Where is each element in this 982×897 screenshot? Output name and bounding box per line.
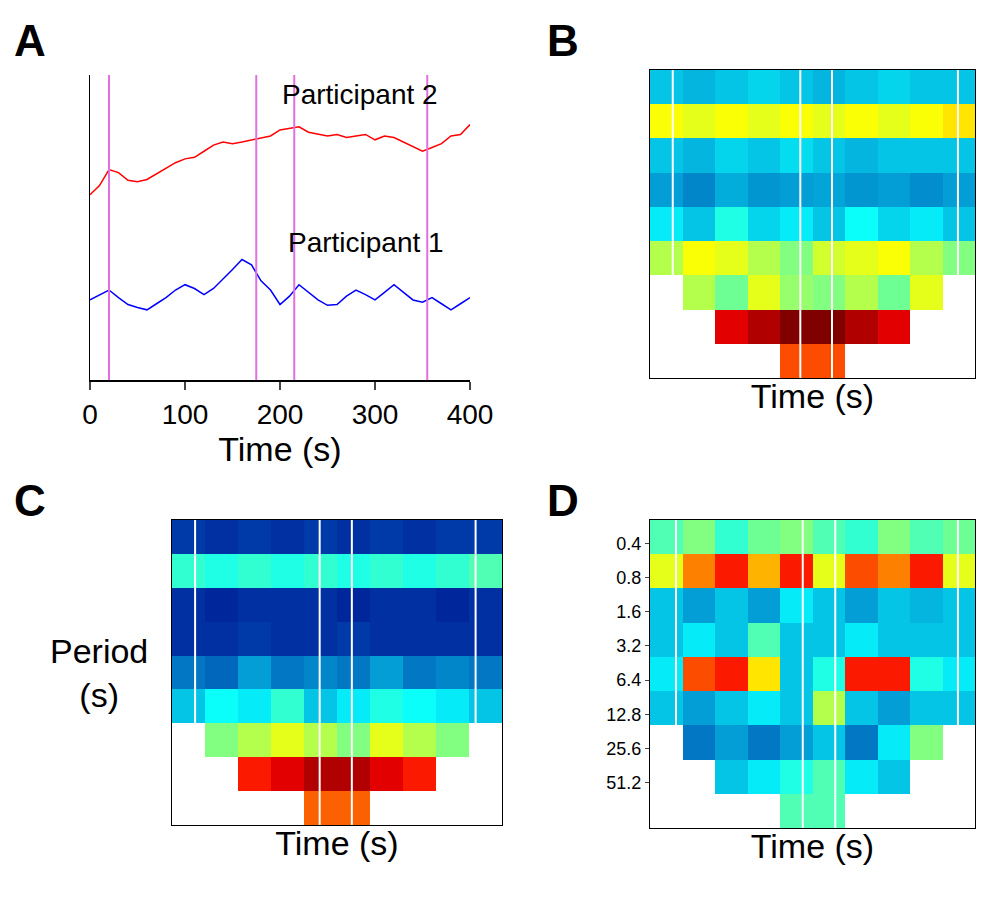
svg-text:3.2: 3.2 (616, 636, 641, 656)
svg-text:Time (s): Time (s) (218, 430, 341, 468)
svg-text:Participant 2: Participant 2 (282, 79, 438, 110)
svg-text:B: B (547, 16, 579, 65)
svg-text:400: 400 (447, 399, 494, 430)
svg-text:0: 0 (82, 399, 98, 430)
svg-text:6.4: 6.4 (616, 670, 641, 690)
svg-text:25.6: 25.6 (606, 739, 641, 759)
svg-text:51.2: 51.2 (606, 773, 641, 793)
svg-text:Participant 1: Participant 1 (288, 227, 444, 258)
svg-text:Time (s): Time (s) (751, 377, 874, 415)
svg-text:Time (s): Time (s) (275, 824, 398, 862)
svg-text:100: 100 (162, 399, 209, 430)
svg-text:12.8: 12.8 (606, 705, 641, 725)
svg-text:300: 300 (352, 399, 399, 430)
svg-text:0.4: 0.4 (616, 534, 641, 554)
svg-text:1.6: 1.6 (616, 602, 641, 622)
svg-text:C: C (14, 476, 46, 525)
svg-text:D: D (547, 476, 579, 525)
svg-text:Period(s): Period(s) (50, 632, 148, 714)
svg-text:A: A (14, 16, 46, 65)
svg-text:Time (s): Time (s) (751, 827, 874, 865)
svg-text:200: 200 (257, 399, 304, 430)
svg-text:0.8: 0.8 (616, 568, 641, 588)
